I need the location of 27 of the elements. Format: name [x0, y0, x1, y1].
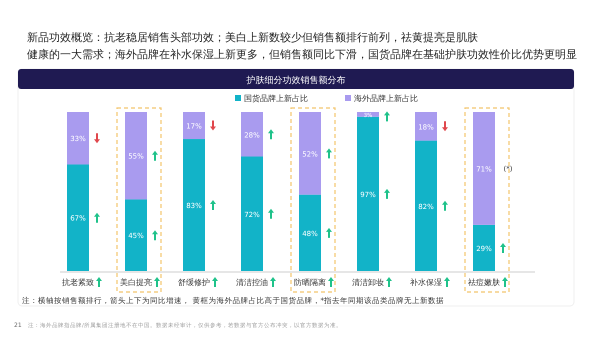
- legend-label: 海外品牌上新占比: [354, 94, 418, 103]
- bar: [125, 112, 147, 200]
- bar: [473, 112, 495, 225]
- legend-label: 国货品牌上新占比: [244, 94, 308, 103]
- bar: [183, 139, 205, 271]
- x-tick-label: 清洁控油: [236, 278, 268, 287]
- x-tick-label: 防晒隔离: [294, 278, 326, 287]
- bar: [473, 224, 495, 271]
- bar: [67, 112, 89, 164]
- x-tick-label: 舒缓修护: [178, 278, 210, 287]
- bar: [183, 112, 205, 140]
- x-tick-label: 抗老紧致: [62, 278, 94, 287]
- x-tick-label: 美白提亮: [120, 278, 152, 287]
- bar: [357, 116, 379, 271]
- bar: [241, 112, 263, 157]
- bar: [299, 112, 321, 195]
- x-tick-label: 补水保湿: [410, 278, 442, 287]
- x-tick-label: 祛痘嫩肤: [468, 278, 500, 287]
- bar: [125, 199, 147, 271]
- x-tick-label: 清洁卸妆: [352, 278, 384, 287]
- bar: [415, 112, 437, 141]
- bar: [241, 156, 263, 271]
- chart-subtitle: 护肤细分功效销售额分布: [246, 75, 346, 86]
- bar: [67, 164, 89, 271]
- chart-title: 新品功效概览：抗老稳居销售头部功效；美白上新数较少但销售额排行前列，祛黄提亮是肌肤健康的一大需求；海外品牌在补水保湿上新更多，但销售额同比下滑，国货品牌在基础护肤功效性价比优势更明显: [27, 31, 577, 61]
- bar: [299, 194, 321, 271]
- bar: [415, 140, 437, 271]
